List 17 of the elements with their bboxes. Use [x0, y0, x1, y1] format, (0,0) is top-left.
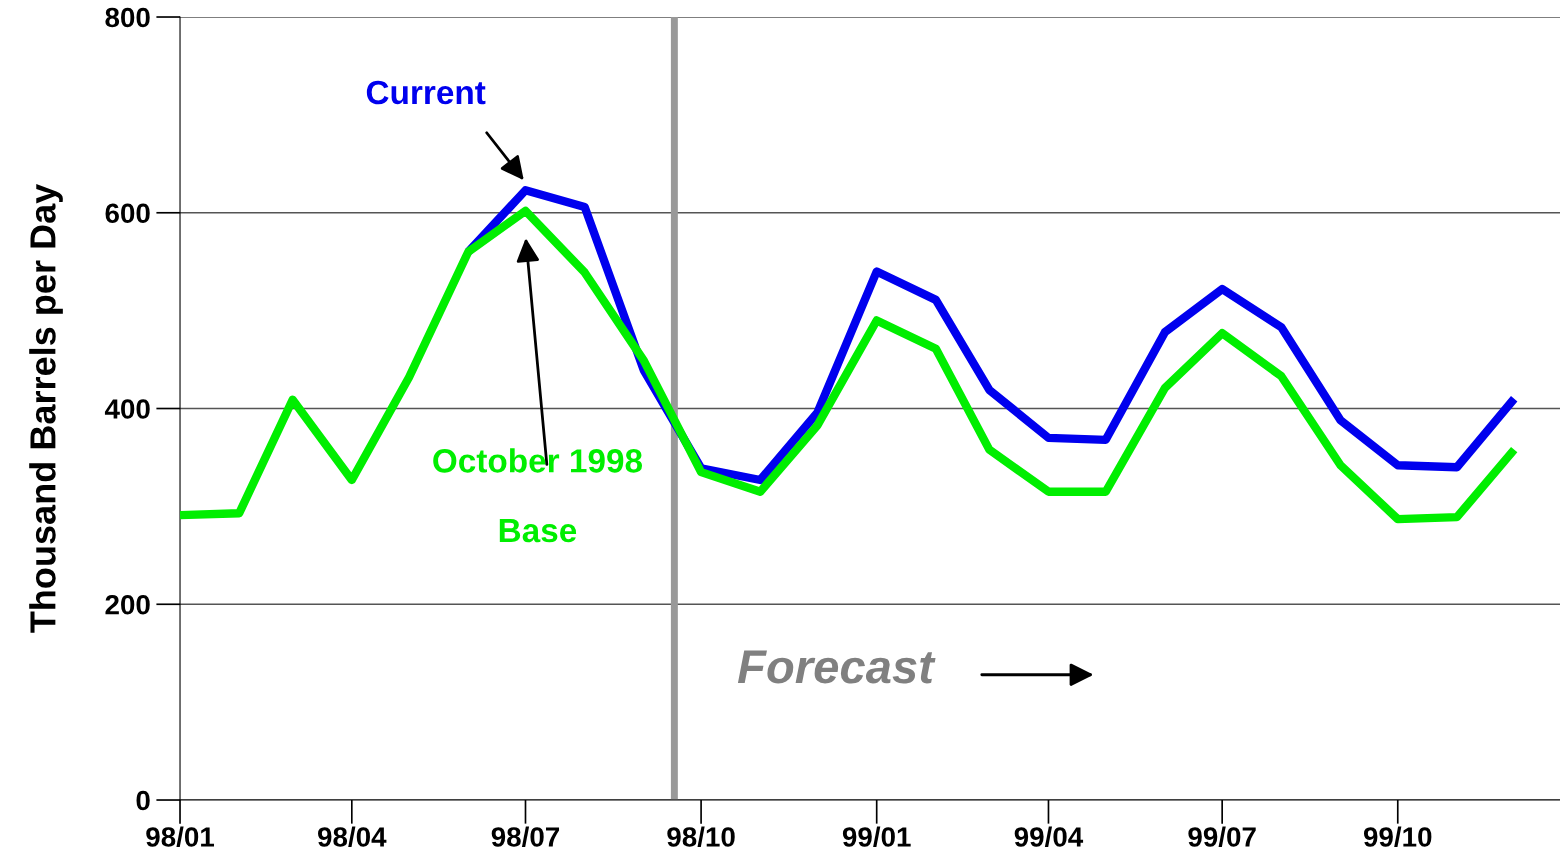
x-tick-label: 99/10	[1363, 826, 1432, 848]
text: Current	[366, 80, 486, 105]
x-tick-label: 99/07	[1188, 826, 1256, 848]
y-tick-label: 200	[105, 594, 150, 615]
x-tick-label: 99/01	[842, 826, 911, 848]
y-tick-label: 400	[104, 399, 150, 419]
text: October 1998 Base	[433, 448, 643, 543]
annotation: Forecast	[737, 650, 936, 684]
y-tick-label: 800	[105, 7, 150, 28]
x-tick-label: 98/10	[667, 826, 735, 848]
y-tick-label: 0	[136, 790, 150, 811]
x-tick-label: 98/01	[146, 826, 215, 848]
x-tick-label: 99/04	[1014, 826, 1084, 848]
x-tick-label: 98/04	[318, 826, 387, 848]
x-tick-label: 98/07	[491, 826, 560, 848]
y-axis-title: Thousand Barrels per Day	[29, 183, 63, 633]
y-tick-label: 600	[105, 203, 150, 224]
